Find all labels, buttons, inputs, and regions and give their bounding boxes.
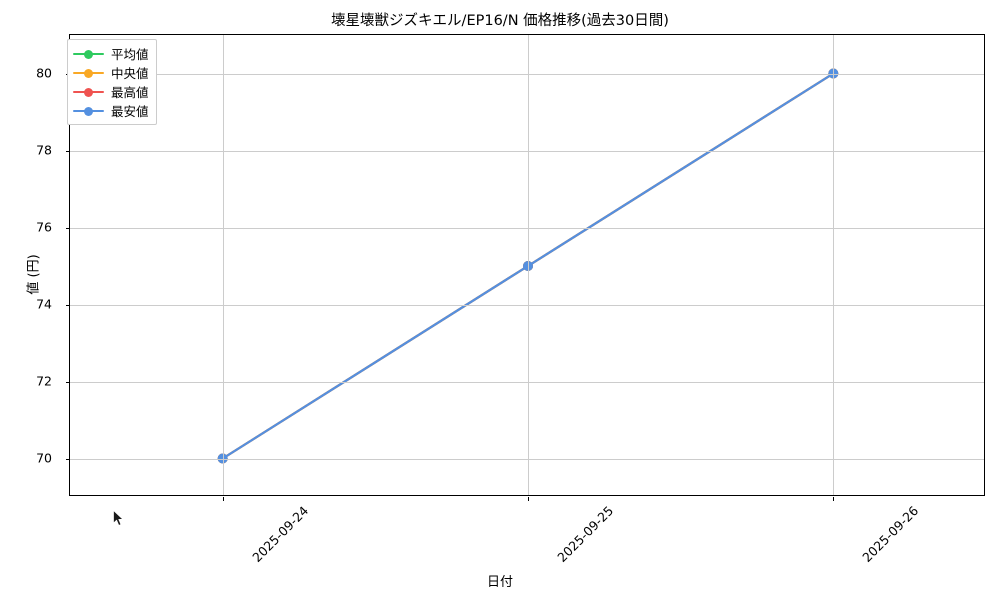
y-tick-label: 74 (36, 296, 52, 311)
legend-dot-icon (84, 49, 93, 59)
legend-dot-icon (84, 87, 93, 97)
gridline-vertical (222, 35, 224, 495)
x-tick-label: 2025-09-25 (554, 503, 617, 565)
legend-swatch-icon (73, 85, 104, 99)
gridline-horizontal (70, 150, 984, 152)
page-title: 壊星壊獣ジズキエル/EP16/N 価格推移(過去30日間) (331, 13, 669, 29)
y-tick-label: 76 (36, 219, 52, 234)
gridline-vertical (833, 35, 835, 495)
x-tick-label: 2025-09-26 (859, 503, 922, 565)
legend[interactable]: 平均値中央値最高値最安値 (67, 39, 157, 125)
legend-swatch-icon (73, 66, 104, 80)
legend-item-最安値[interactable]: 最安値 (73, 101, 149, 120)
plot-area (66, 34, 985, 501)
legend-label: 中央値 (111, 66, 149, 81)
y-tick-mark (66, 304, 70, 306)
y-tick-label: 78 (36, 142, 52, 157)
gridline-horizontal (70, 381, 984, 383)
y-tick-label: 70 (36, 450, 52, 465)
mouse-cursor-icon (113, 510, 124, 526)
x-tick-mark (833, 497, 835, 501)
gridline-horizontal (70, 304, 984, 306)
y-tick-mark (66, 458, 70, 460)
y-tick-label: 80 (36, 65, 52, 80)
legend-item-最高値[interactable]: 最高値 (73, 82, 149, 101)
x-tick-mark (222, 497, 224, 501)
x-tick-mark (528, 497, 530, 501)
y-tick-mark (66, 381, 70, 383)
y-tick-label: 72 (36, 373, 52, 388)
legend-swatch-icon (73, 104, 104, 118)
legend-label: 最安値 (111, 104, 149, 119)
legend-label: 平均値 (111, 47, 149, 62)
x-axis-label: 日付 (486, 575, 513, 590)
gridline-horizontal (70, 73, 984, 75)
y-tick-mark (66, 150, 70, 152)
legend-dot-icon (84, 106, 93, 116)
legend-label: 最高値 (111, 85, 149, 100)
legend-dot-icon (84, 68, 93, 78)
x-tick-label: 2025-09-24 (248, 503, 311, 565)
gridline-horizontal (70, 227, 984, 229)
legend-swatch-icon (73, 47, 104, 61)
y-tick-mark (66, 227, 70, 229)
gridline-vertical (528, 35, 529, 495)
legend-item-平均値[interactable]: 平均値 (73, 44, 149, 63)
gridline-horizontal (70, 458, 984, 460)
legend-item-中央値[interactable]: 中央値 (73, 63, 149, 82)
